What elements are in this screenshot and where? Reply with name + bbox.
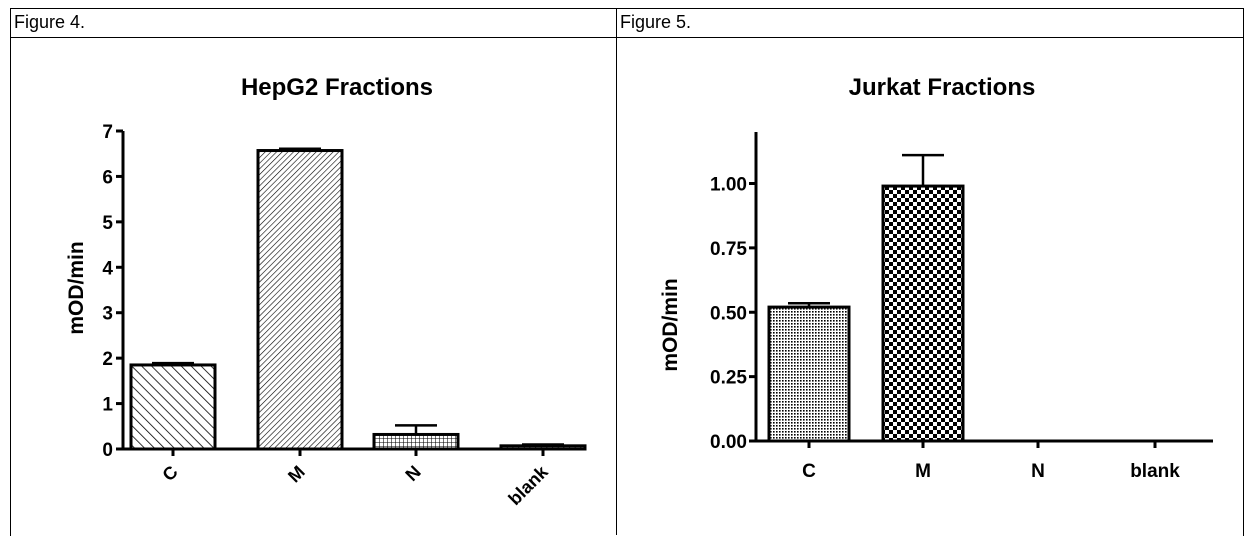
x-tick-label: M [915,461,931,482]
bar-c [129,363,217,451]
y-tick-label: 5 [102,213,113,234]
bar-blank [499,444,587,451]
chart-title: Jurkat Fractions [849,74,1036,101]
bar-m [256,149,344,451]
x-tick-label: C [802,461,816,482]
y-tick-label: 0 [102,440,113,461]
y-tick-label: 0.00 [710,432,747,453]
y-tick-label: 7 [102,122,113,143]
y-tick-label: 0.50 [710,303,747,324]
x-tick-label: C [158,462,181,485]
y-axis-label: mOD/min [659,278,682,371]
bar-m [881,184,965,443]
y-tick-label: 3 [102,304,113,325]
bar-c [767,305,851,443]
jurkat-fractions-chart: Jurkat Fractions mOD/min 0.00 0.25 0.50 0.7… [659,74,1213,482]
figure-table-frame [10,8,1244,536]
y-axis-label: mOD/min [65,241,88,334]
y-tick-label: 6 [102,167,113,188]
column-divider [616,8,617,535]
x-tick-label: blank [504,461,552,509]
header-row-separator [10,37,1243,38]
x-tick-label: blank [1130,461,1180,482]
x-tick-label: N [401,462,424,485]
y-tick-label: 0.25 [710,368,747,389]
y-tick-label: 1 [102,395,113,416]
bar-n [372,432,460,451]
y-tick-label: 1.00 [710,175,747,196]
figure-4-label: Figure 4. [14,12,86,32]
figure-5-label: Figure 5. [620,12,692,32]
chart-title: HepG2 Fractions [241,74,433,101]
x-tick-label: M [284,462,309,487]
x-tick-label: N [1031,461,1045,482]
y-tick-label: 4 [102,258,113,279]
y-tick-label: 0.75 [710,239,747,260]
y-tick-label: 2 [102,349,113,370]
